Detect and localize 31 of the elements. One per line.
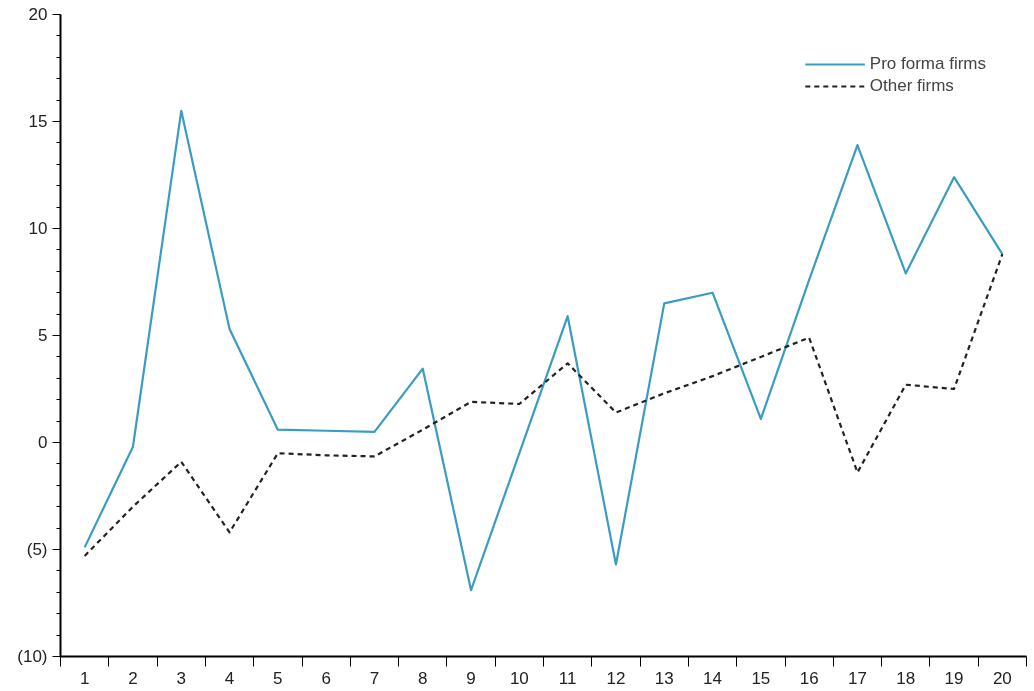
y-tick-label: 20 — [28, 5, 48, 24]
x-tick-label: 3 — [176, 668, 186, 688]
line-series — [83, 109, 1004, 592]
x-tick-label: 12 — [606, 668, 626, 688]
x-tick-label: 1 — [79, 668, 90, 688]
legend-label: Pro forma firms — [869, 54, 986, 74]
line-series — [83, 253, 1004, 558]
x-tick-label: 9 — [466, 668, 476, 688]
y-tick-label: (10) — [17, 647, 48, 666]
y-tick-label: 0 — [38, 433, 48, 452]
y-tick-label: (5) — [26, 540, 48, 559]
x-tick-label: 6 — [321, 668, 331, 688]
x-tick-label: 18 — [896, 668, 916, 688]
x-tick-label: 20 — [992, 668, 1012, 688]
x-tick-label: 14 — [703, 668, 723, 688]
x-tick-label: 11 — [558, 668, 577, 688]
x-tick-label: 4 — [224, 668, 235, 688]
x-tick-label: 5 — [273, 668, 283, 688]
y-tick-label: 5 — [38, 326, 48, 345]
y-tick-label: 15 — [28, 112, 48, 131]
x-tick-label: 19 — [944, 668, 964, 688]
x-tick-label: 15 — [751, 668, 771, 688]
x-tick-label: 13 — [654, 668, 674, 688]
legend-label: Other firms — [869, 76, 954, 96]
y-tick-label: 10 — [28, 219, 48, 238]
x-tick-label: 16 — [799, 668, 819, 688]
x-tick-label: 7 — [369, 668, 380, 688]
x-tick-label: 8 — [418, 668, 428, 688]
x-tick-label: 17 — [848, 668, 867, 688]
x-tick-label: 10 — [509, 668, 529, 688]
x-tick-label: 2 — [128, 668, 138, 688]
